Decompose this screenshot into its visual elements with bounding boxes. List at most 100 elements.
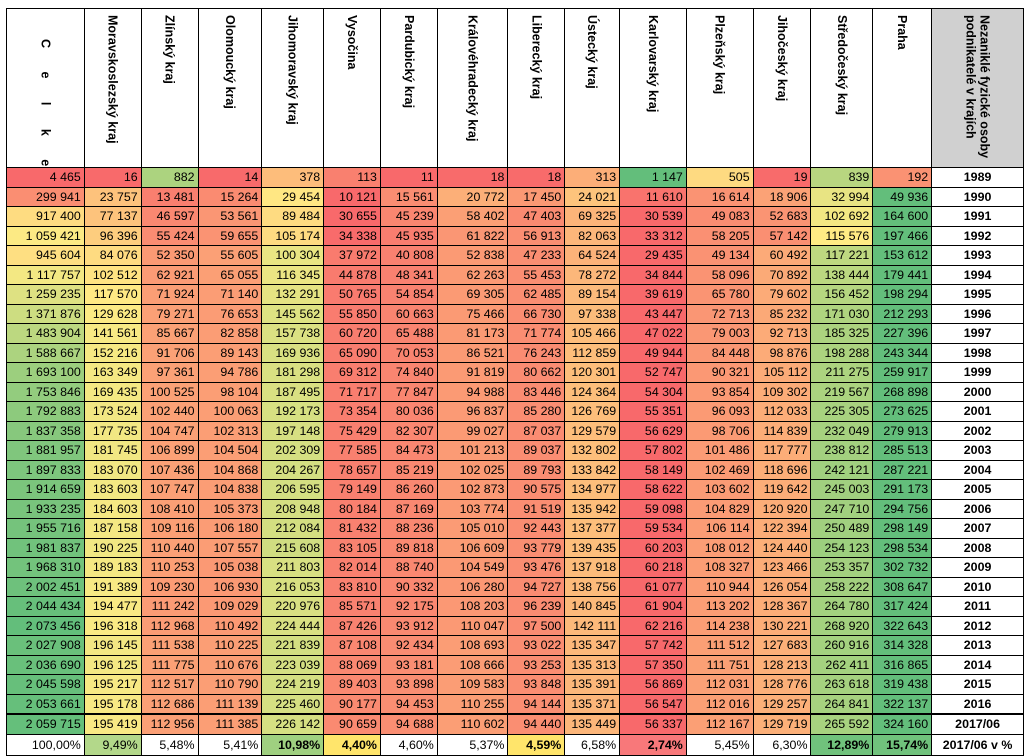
table-cell: 90 332 bbox=[379, 576, 438, 597]
header-region: Ústecký kraj bbox=[564, 8, 621, 168]
table-cell: 56 337 bbox=[619, 713, 687, 735]
table-cell: 245 003 bbox=[810, 479, 874, 500]
table-cell: 61 077 bbox=[619, 576, 687, 597]
table-cell: 43 447 bbox=[619, 303, 687, 324]
table-cell: 1 588 667 bbox=[6, 342, 85, 363]
table-cell: 100 063 bbox=[197, 401, 263, 422]
table-cell: 10,98% bbox=[261, 733, 325, 756]
table-cell: 1 483 904 bbox=[6, 323, 85, 344]
table-cell: 132 291 bbox=[261, 284, 325, 305]
table-row: 2 044 434 194 477 111 242 109 029 220 976 85 … bbox=[6, 596, 1024, 617]
table-cell: 88 236 bbox=[379, 518, 438, 539]
table-cell: 2012 bbox=[931, 615, 1024, 636]
table-cell: 2 027 908 bbox=[6, 635, 85, 656]
table-cell: 47 233 bbox=[507, 245, 566, 266]
table-cell: 94 440 bbox=[507, 713, 566, 735]
table-row: 2 027 908 196 145 111 538 110 225 221 839 87 … bbox=[6, 635, 1024, 656]
table-cell: 112 031 bbox=[685, 674, 754, 695]
table-cell: 2016 bbox=[931, 693, 1024, 715]
table-cell: 52 838 bbox=[436, 245, 509, 266]
table-cell: 268 920 bbox=[810, 615, 874, 636]
table-cell: 189 183 bbox=[83, 557, 142, 578]
table-cell: 89 818 bbox=[379, 537, 438, 558]
table-cell: 141 561 bbox=[83, 323, 142, 344]
table-cell: 319 438 bbox=[872, 674, 933, 695]
table-cell: 86 260 bbox=[379, 479, 438, 500]
table-cell: 243 344 bbox=[872, 342, 933, 363]
table-cell: 285 513 bbox=[872, 440, 933, 461]
table-cell: 105 174 bbox=[261, 225, 325, 246]
table-cell: 2 036 690 bbox=[6, 654, 85, 675]
table-cell: 66 730 bbox=[507, 303, 566, 324]
table-cell: 105 112 bbox=[752, 362, 812, 383]
table-cell: 1 259 235 bbox=[6, 284, 85, 305]
table-cell: 135 313 bbox=[564, 654, 621, 675]
table-cell: 29 454 bbox=[261, 186, 325, 207]
table-cell: 110 790 bbox=[197, 674, 263, 695]
table-cell: 55 605 bbox=[197, 245, 263, 266]
table-cell: 80 184 bbox=[323, 498, 381, 519]
table-cell: 104 838 bbox=[197, 479, 263, 500]
table-cell: 110 676 bbox=[197, 654, 263, 675]
table-cell: 1994 bbox=[931, 264, 1024, 285]
table-cell: 110 253 bbox=[140, 557, 199, 578]
table-cell: 108 410 bbox=[140, 498, 199, 519]
table-cell: 316 865 bbox=[872, 654, 933, 675]
table-cell: 129 579 bbox=[564, 420, 621, 441]
table-cell: 87 169 bbox=[379, 498, 438, 519]
table-cell: 47 022 bbox=[619, 323, 687, 344]
table-cell: 1996 bbox=[931, 303, 1024, 324]
table-cell: 5,37% bbox=[436, 733, 509, 756]
table-cell: 181 298 bbox=[261, 362, 325, 383]
table-cell: 2 053 661 bbox=[6, 693, 85, 715]
table-cell: 130 221 bbox=[752, 615, 812, 636]
table-cell: 1995 bbox=[931, 284, 1024, 305]
table-cell: 190 225 bbox=[83, 537, 142, 558]
table-cell: 120 920 bbox=[752, 498, 812, 519]
table-cell: 2 002 451 bbox=[6, 576, 85, 597]
table-cell: 194 477 bbox=[83, 596, 142, 617]
table-cell: 89 403 bbox=[323, 674, 381, 695]
table-cell: 102 512 bbox=[83, 264, 142, 285]
table-cell: 192 173 bbox=[261, 401, 325, 422]
table-cell: 97 361 bbox=[140, 362, 199, 383]
table-cell: 106 180 bbox=[197, 518, 263, 539]
table-cell: 62 216 bbox=[619, 615, 687, 636]
table-cell: 135 347 bbox=[564, 635, 621, 656]
table-cell: 2013 bbox=[931, 635, 1024, 656]
table-cell: 1 753 846 bbox=[6, 381, 85, 402]
header-region: Olomoucký kraj bbox=[197, 8, 263, 168]
table-cell: 1992 bbox=[931, 225, 1024, 246]
table-cell: 132 802 bbox=[564, 440, 621, 461]
table-row: 917 400 77 137 46 597 53 561 89 484 30 655 45 … bbox=[6, 206, 1024, 227]
table-cell: 76 243 bbox=[507, 342, 566, 363]
table-row: 1 117 757 102 512 62 921 65 055 116 345 44 87… bbox=[6, 264, 1024, 285]
table-cell: 2017/06 v % bbox=[931, 733, 1024, 756]
table-cell: 157 738 bbox=[261, 323, 325, 344]
table-cell: 2014 bbox=[931, 654, 1024, 675]
table-cell: 100 304 bbox=[261, 245, 325, 266]
table-cell: 112 033 bbox=[752, 401, 812, 422]
table-cell: 1 371 876 bbox=[6, 303, 85, 324]
table-cell: 1990 bbox=[931, 186, 1024, 207]
table-cell: 1 693 100 bbox=[6, 362, 85, 383]
table-cell: 34 338 bbox=[323, 225, 381, 246]
table-cell: 108 203 bbox=[436, 596, 509, 617]
table-cell: 128 776 bbox=[752, 674, 812, 695]
table-cell: 89 037 bbox=[507, 440, 566, 461]
table-cell: 5,45% bbox=[685, 733, 754, 756]
table-cell: 112 968 bbox=[140, 615, 199, 636]
table-cell: 196 318 bbox=[83, 615, 142, 636]
table-cell: 111 512 bbox=[685, 635, 754, 656]
table-cell: 273 625 bbox=[872, 401, 933, 422]
table-cell: 110 225 bbox=[197, 635, 263, 656]
table-cell: 313 bbox=[564, 167, 621, 188]
table-cell: 116 345 bbox=[261, 264, 325, 285]
table-cell: 298 149 bbox=[872, 518, 933, 539]
table-cell: 164 600 bbox=[872, 206, 933, 227]
table-cell: 109 302 bbox=[752, 381, 812, 402]
percent-row: 100,00% 9,49% 5,48% 5,41% 10,98% 4,40% 4,60% 5,… bbox=[6, 733, 1024, 756]
table-row: 1 792 883 173 524 102 440 100 063 192 173 73 … bbox=[6, 401, 1024, 422]
table-cell: 134 977 bbox=[564, 479, 621, 500]
table-cell: 96 837 bbox=[436, 401, 509, 422]
